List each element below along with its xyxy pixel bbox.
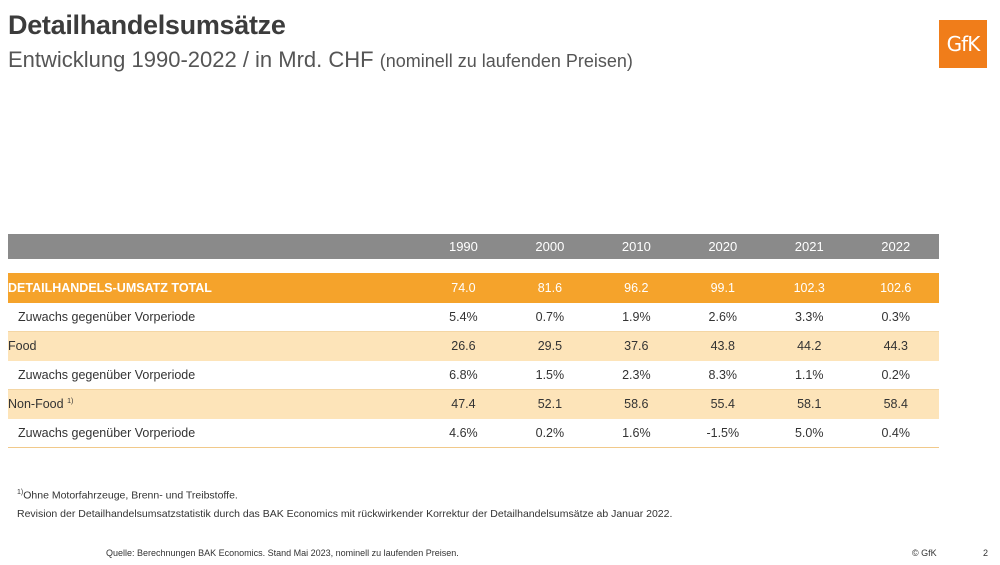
page-number: 2	[983, 548, 989, 558]
table-cell: 5.4%	[449, 309, 478, 324]
table-cell: 1.5%	[535, 367, 565, 382]
table-row-growth: Zuwachs gegenüber Vorperiode 6.8% 1.5% 2…	[8, 361, 939, 389]
footnote-1-text: Ohne Motorfahrzeuge, Brenn- und Treibsto…	[23, 489, 238, 502]
table-cell: 52.1	[537, 397, 563, 412]
column-header: 2010	[621, 239, 651, 254]
table-cell: 37.6	[624, 339, 649, 354]
table-row-food: Food 26.6 29.5 37.6 43.8 44.2 44.3	[8, 331, 939, 361]
table-row-growth: Zuwachs gegenüber Vorperiode 5.4% 0.7% 1…	[8, 303, 939, 331]
footnote-1: 1)Ohne Motorfahrzeuge, Brenn- und Treibs…	[17, 489, 238, 502]
column-header: 2021	[794, 239, 824, 254]
table-cell: 26.6	[451, 339, 476, 354]
column-header: 2022	[881, 239, 911, 254]
table-cell: 1.1%	[794, 367, 824, 382]
table-cell: 44.3	[883, 339, 908, 354]
footnote-2: Revision der Detailhandelsumsatzstatisti…	[17, 508, 673, 520]
table-header-row: 1990 2000 2010 2020 2021 2022	[8, 234, 939, 259]
row-label: DETAILHANDELS-UMSATZ TOTAL	[8, 281, 212, 295]
table-cell: 2.3%	[622, 367, 651, 382]
table-cell: 58.4	[883, 397, 908, 412]
row-label: Zuwachs gegenüber Vorperiode	[18, 425, 196, 440]
table-cell: 6.8%	[449, 367, 478, 382]
table-cell: 74.0	[451, 281, 476, 295]
row-label: Food	[8, 339, 37, 354]
table-cell: 43.8	[710, 339, 735, 354]
table-cell: 58.1	[797, 397, 822, 412]
column-header: 2000	[535, 239, 565, 254]
table-cell: -1.5%	[706, 425, 740, 440]
table-cell: 0.2%	[535, 425, 565, 440]
subtitle-note: (nominell zu laufenden Preisen)	[379, 51, 633, 71]
header-label-cell	[8, 234, 420, 259]
table-cell: 81.6	[537, 281, 563, 295]
table-cell: 0.3%	[881, 309, 910, 324]
table-cell: 29.5	[537, 339, 563, 354]
row-label: Non-Food 1)	[8, 389, 420, 419]
table-cell: 2.6%	[708, 309, 738, 324]
source-note: Quelle: Berechnungen BAK Economics. Stan…	[106, 548, 459, 558]
page-subtitle: Entwicklung 1990-2022 / in Mrd. CHF (nom…	[8, 47, 633, 73]
table-cell: 102.6	[880, 281, 912, 295]
row-label: Zuwachs gegenüber Vorperiode	[18, 309, 196, 324]
column-header: 2020	[708, 239, 738, 254]
table-cell: 102.3	[793, 281, 825, 295]
table-row-nonfood: Non-Food 1) 47.4 52.1 58.6 55.4 58.1 58.…	[8, 389, 939, 419]
table-cell: 4.6%	[449, 425, 478, 440]
table-cell: 0.2%	[881, 367, 910, 382]
page-title: Detailhandelsumsätze	[8, 10, 286, 40]
table-cell: 8.3%	[708, 367, 738, 382]
table-cell: 55.4	[710, 397, 735, 412]
table-row-growth: Zuwachs gegenüber Vorperiode 4.6% 0.2% 1…	[8, 419, 939, 447]
table-cell: 58.6	[624, 397, 649, 412]
table-cell: 44.2	[797, 339, 822, 354]
table-cell: 0.4%	[881, 425, 910, 440]
row-label: Zuwachs gegenüber Vorperiode	[18, 367, 196, 382]
footnote-mark: 1)	[67, 398, 74, 406]
table-cell: 0.7%	[535, 309, 565, 324]
table-cell: 47.4	[451, 397, 476, 412]
table-cell: 5.0%	[794, 425, 824, 440]
footnote-1-mark: 1)	[17, 489, 24, 496]
table-cell: 3.3%	[794, 309, 824, 324]
copyright: © GfK	[912, 548, 937, 558]
table-cell: 99.1	[710, 281, 735, 295]
row-label-text: Non-Food	[8, 397, 64, 412]
table-spacer	[8, 259, 939, 273]
subtitle-main: Entwicklung 1990-2022 / in Mrd. CHF	[8, 47, 374, 72]
column-header: 1990	[448, 239, 478, 254]
revenue-table: 1990 2000 2010 2020 2021 2022 DETAILHAND…	[8, 234, 939, 448]
table-cell: 1.6%	[622, 425, 651, 440]
table-cell: 96.2	[624, 281, 649, 295]
table-row-total: DETAILHANDELS-UMSATZ TOTAL 74.0 81.6 96.…	[8, 273, 939, 303]
table-cell: 1.9%	[622, 309, 651, 324]
gfk-logo: GfK	[939, 20, 987, 68]
